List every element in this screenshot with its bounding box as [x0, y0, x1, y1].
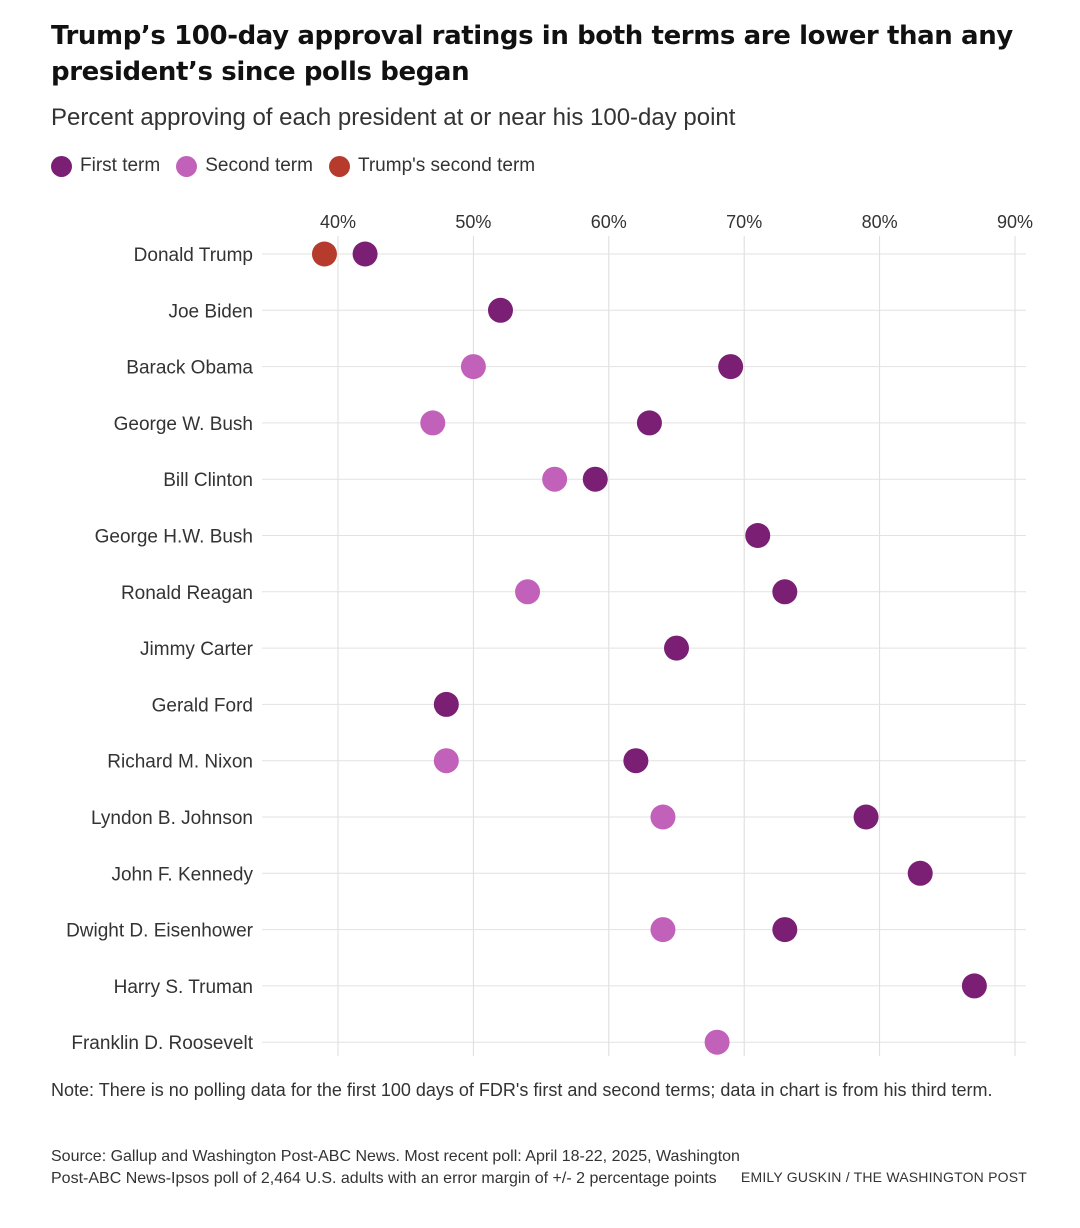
- data-point-second-term: [650, 804, 676, 830]
- x-tick-label: 80%: [862, 212, 898, 232]
- data-points: [311, 241, 987, 1055]
- chart-title: Trump’s 100-day approval ratings in both…: [51, 21, 1013, 87]
- president-label: George W. Bush: [114, 414, 253, 435]
- legend-dot-second-term: [176, 155, 198, 177]
- data-point-first-term: [853, 804, 879, 830]
- data-point-second-term: [433, 748, 459, 774]
- president-label: Gerald Ford: [152, 695, 253, 716]
- chart-credit: EMILY GUSKIN / THE WASHINGTON POST: [740, 1169, 1027, 1185]
- gridlines: [262, 236, 1026, 1056]
- president-label: Ronald Reagan: [121, 583, 253, 604]
- president-label: Jimmy Carter: [140, 639, 254, 660]
- data-point-second-term: [542, 466, 568, 492]
- x-tick-label: 70%: [726, 212, 762, 232]
- chart-subtitle: Percent approving of each president at o…: [51, 104, 736, 131]
- data-point-second-term: [515, 579, 541, 605]
- president-label: Lyndon B. Johnson: [91, 808, 253, 829]
- president-label: Richard M. Nixon: [107, 752, 253, 773]
- data-point-first-term: [433, 691, 459, 717]
- legend-label-trump-second-term: Trump's second term: [357, 155, 536, 176]
- president-labels: Donald Trump Joe Biden Barack Obama George …: [66, 245, 254, 1054]
- data-point-second-term: [650, 917, 676, 943]
- data-point-first-term: [961, 973, 987, 999]
- x-axis-ticks: 40% 50% 60% 70% 80% 90%: [320, 212, 1033, 232]
- president-label: Barack Obama: [126, 358, 253, 379]
- data-point-first-term: [582, 466, 608, 492]
- data-point-first-term: [907, 860, 933, 886]
- x-tick-label: 50%: [455, 212, 491, 232]
- data-point-first-term: [352, 241, 378, 267]
- data-point-first-term: [623, 748, 649, 774]
- legend-dot-first-term: [51, 155, 72, 177]
- legend: First term Second term Trump's second te…: [51, 155, 551, 177]
- data-point-second-term: [460, 354, 486, 380]
- legend-label-second-term: Second term: [205, 155, 313, 176]
- legend-item-second-term: Second term: [176, 155, 313, 177]
- x-tick-label: 90%: [997, 212, 1033, 232]
- president-label: Dwight D. Eisenhower: [66, 921, 254, 942]
- x-tick-label: 40%: [320, 212, 356, 232]
- legend-label-first-term: First term: [80, 155, 161, 176]
- data-point-first-term: [718, 354, 744, 380]
- dot-plot: 40% 50% 60% 70% 80% 90% Donald Trump Joe Biden…: [66, 212, 1033, 1056]
- president-label: John F. Kennedy: [111, 864, 253, 885]
- president-label: Franklin D. Roosevelt: [71, 1033, 253, 1054]
- data-point-second-term: [420, 410, 446, 436]
- data-point-first-term: [664, 635, 689, 661]
- data-point-first-term: [745, 523, 771, 548]
- data-point-second-term: [704, 1029, 730, 1055]
- president-label: Harry S. Truman: [114, 977, 253, 998]
- president-label: Joe Biden: [168, 301, 253, 322]
- data-point-first-term: [772, 579, 798, 605]
- data-point-first-term: [772, 917, 798, 943]
- legend-dot-trump-second-term: [328, 155, 350, 177]
- chart-note: Note: There is no polling data for the f…: [51, 1080, 993, 1100]
- chart-source: Source: Gallup and Washington Post-ABC N…: [51, 1148, 740, 1187]
- president-label: Donald Trump: [134, 245, 253, 266]
- president-label: George H.W. Bush: [95, 527, 253, 548]
- legend-item-first-term: First term: [51, 155, 160, 177]
- president-label: Bill Clinton: [163, 470, 253, 491]
- x-tick-label: 60%: [591, 212, 627, 232]
- data-point-trump-s-second-term: [311, 241, 337, 267]
- legend-item-trump-second-term: Trump's second term: [328, 155, 536, 177]
- data-point-first-term: [636, 410, 662, 436]
- data-point-first-term: [487, 297, 513, 323]
